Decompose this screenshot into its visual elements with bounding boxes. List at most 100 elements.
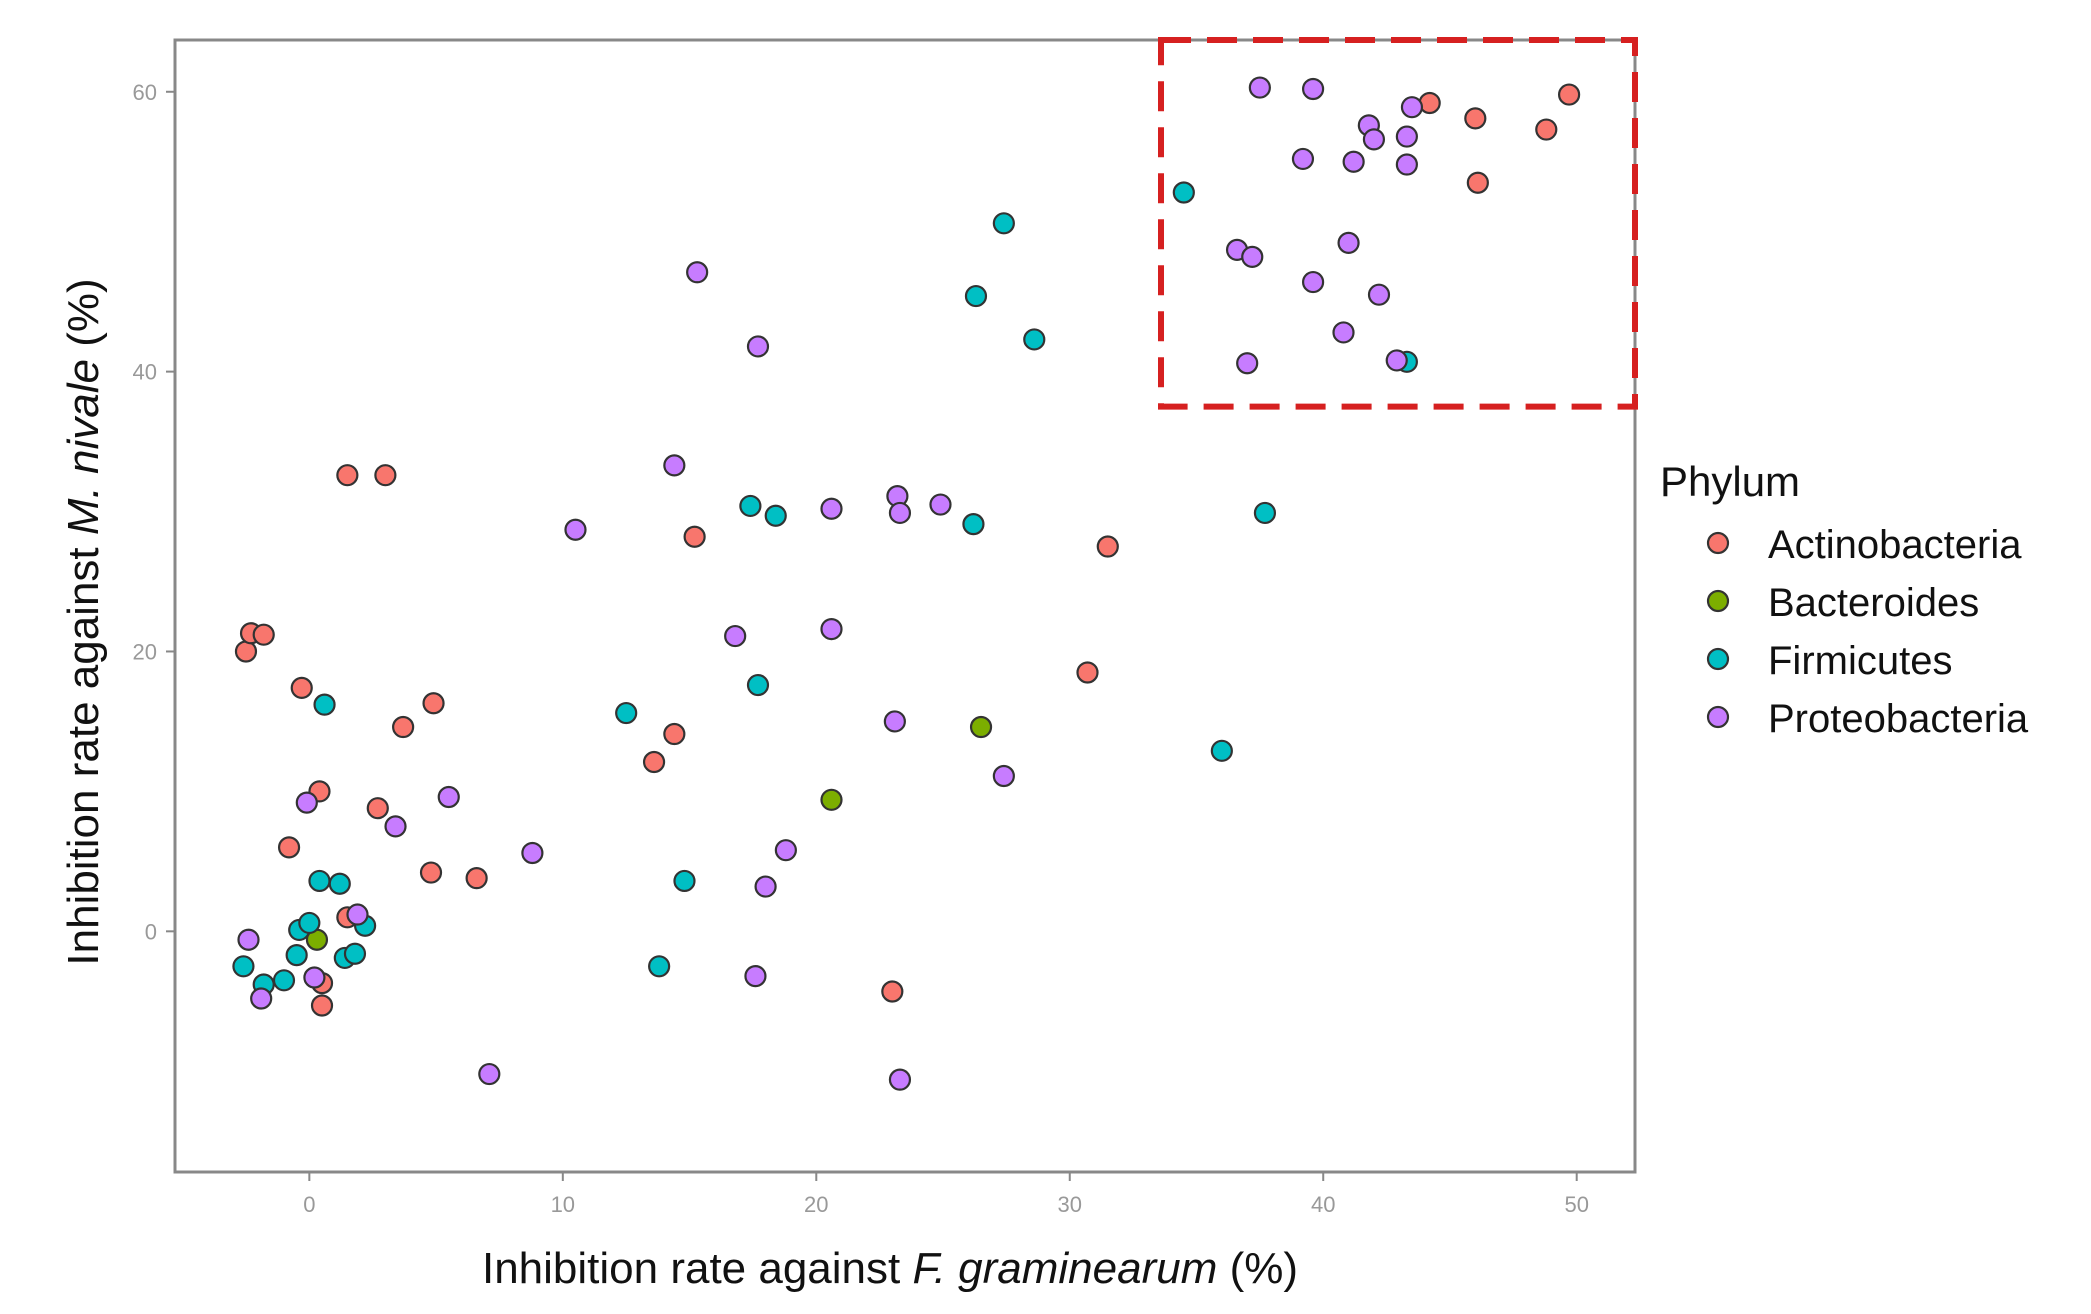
data-point <box>1337 231 1360 254</box>
data-point <box>252 623 275 646</box>
data-point <box>1385 349 1408 372</box>
data-point <box>313 693 336 716</box>
data-point <box>1291 147 1315 171</box>
data-point <box>1342 150 1365 173</box>
data-point <box>250 987 273 1010</box>
data-point <box>1096 535 1119 558</box>
x-tick-label: 30 <box>1058 1192 1082 1217</box>
data-point <box>820 617 843 641</box>
data-point <box>303 966 326 989</box>
data-point <box>1301 77 1325 101</box>
data-point <box>374 464 397 487</box>
data-point <box>1395 125 1418 148</box>
data-point <box>234 640 258 663</box>
data-point <box>1466 171 1489 194</box>
data-point <box>1248 76 1271 99</box>
data-point <box>754 875 777 898</box>
data-point <box>392 715 415 739</box>
data-point <box>290 676 313 699</box>
data-point <box>1362 128 1386 151</box>
x-tick-label: 50 <box>1564 1192 1588 1217</box>
data-point <box>343 942 367 965</box>
data-point <box>992 764 1015 788</box>
data-point <box>992 212 1015 235</box>
y-axis-title: Inhibition rate against M. nivale (%) <box>59 278 108 965</box>
data-point <box>746 335 770 358</box>
data-point <box>346 903 369 926</box>
legend-label: Firmicutes <box>1768 639 1952 683</box>
legend-label: Actinobacteria <box>1768 523 2022 567</box>
legend: Phylum Actinobacteria Bacteroides Firmicut… <box>1660 458 2029 741</box>
legend-key <box>1706 589 1730 613</box>
legend-title: Phylum <box>1660 458 1800 505</box>
legend-key <box>1706 531 1730 555</box>
data-point <box>295 791 318 814</box>
legend-key <box>1706 705 1730 729</box>
data-point <box>683 525 706 548</box>
data-point <box>298 911 321 935</box>
data-point <box>673 869 696 893</box>
data-point <box>1400 96 1424 119</box>
x-tick-label: 10 <box>551 1192 575 1217</box>
data-point <box>272 969 296 992</box>
data-points <box>232 76 1581 1091</box>
data-point <box>739 494 762 518</box>
data-point <box>969 715 993 739</box>
data-point <box>1535 118 1558 141</box>
data-point <box>422 692 445 715</box>
data-point <box>663 454 686 477</box>
data-point <box>232 955 255 978</box>
x-axis: 0 10 20 30 40 50 <box>303 1172 1589 1217</box>
data-point <box>1236 352 1259 375</box>
series-bacteroides <box>305 715 993 951</box>
data-point <box>1395 153 1418 176</box>
data-point <box>1210 739 1233 762</box>
data-point <box>764 504 787 527</box>
x-axis-title: Inhibition rate against F. graminearum (… <box>482 1244 1298 1293</box>
data-point <box>564 518 587 541</box>
data-point <box>883 710 906 733</box>
data-point <box>820 788 843 811</box>
data-point <box>615 701 638 725</box>
y-tick-label: 60 <box>133 80 157 105</box>
data-point <box>366 797 389 820</box>
data-point <box>336 464 359 487</box>
data-point <box>419 861 443 884</box>
plot-panel-border <box>173 38 1637 1174</box>
series-proteobacteria <box>237 76 1424 1091</box>
data-point <box>277 836 301 859</box>
data-point <box>1367 283 1391 306</box>
y-tick-label: 40 <box>133 360 157 385</box>
data-point <box>648 955 671 978</box>
data-point <box>328 872 351 895</box>
data-point <box>642 750 666 774</box>
data-point <box>962 513 985 536</box>
series-firmicutes <box>232 181 1418 996</box>
data-point <box>929 493 952 516</box>
y-axis: 0 20 40 60 <box>133 80 175 944</box>
data-point <box>521 841 544 865</box>
data-point <box>1172 181 1195 204</box>
x-tick-label: 40 <box>1311 1192 1335 1217</box>
y-tick-label: 20 <box>133 639 157 664</box>
data-point <box>820 497 843 520</box>
data-point <box>663 722 686 746</box>
data-point <box>384 815 407 838</box>
data-point <box>1301 270 1325 294</box>
highlight-box <box>1158 37 1638 410</box>
data-point <box>888 1068 912 1091</box>
data-point <box>774 839 797 862</box>
legend-key <box>1706 647 1730 671</box>
data-point <box>1557 83 1581 106</box>
data-point <box>465 867 488 890</box>
data-point <box>724 624 747 648</box>
data-point <box>1418 91 1441 115</box>
data-point <box>1464 107 1487 130</box>
data-point <box>1076 661 1099 684</box>
data-point <box>686 261 709 284</box>
data-point <box>888 501 912 525</box>
data-point <box>478 1062 501 1086</box>
data-point <box>744 965 767 988</box>
data-point <box>881 980 904 1003</box>
